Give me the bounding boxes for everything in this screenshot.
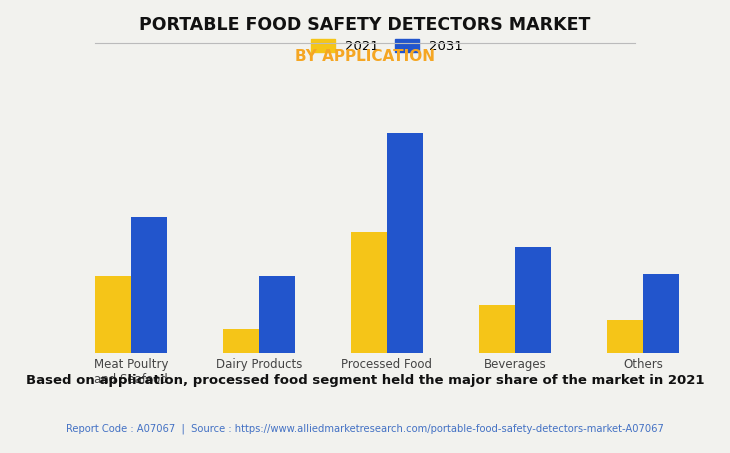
Text: PORTABLE FOOD SAFETY DETECTORS MARKET: PORTABLE FOOD SAFETY DETECTORS MARKET xyxy=(139,16,591,34)
Bar xyxy=(131,217,166,353)
Text: BY APPLICATION: BY APPLICATION xyxy=(295,49,435,64)
Bar xyxy=(95,276,131,353)
Bar xyxy=(515,247,551,353)
Text: Based on application, processed food segment held the major share of the market : Based on application, processed food seg… xyxy=(26,374,704,387)
Bar xyxy=(607,320,643,353)
Bar xyxy=(223,329,259,353)
Text: Report Code : A07067  |  Source : https://www.alliedmarketresearch.com/portable-: Report Code : A07067 | Source : https://… xyxy=(66,424,664,434)
Bar xyxy=(479,305,515,353)
Bar xyxy=(643,274,679,353)
Legend: 2021, 2031: 2021, 2031 xyxy=(307,35,467,57)
Bar xyxy=(387,133,423,353)
Bar xyxy=(259,276,295,353)
Bar xyxy=(351,232,387,353)
